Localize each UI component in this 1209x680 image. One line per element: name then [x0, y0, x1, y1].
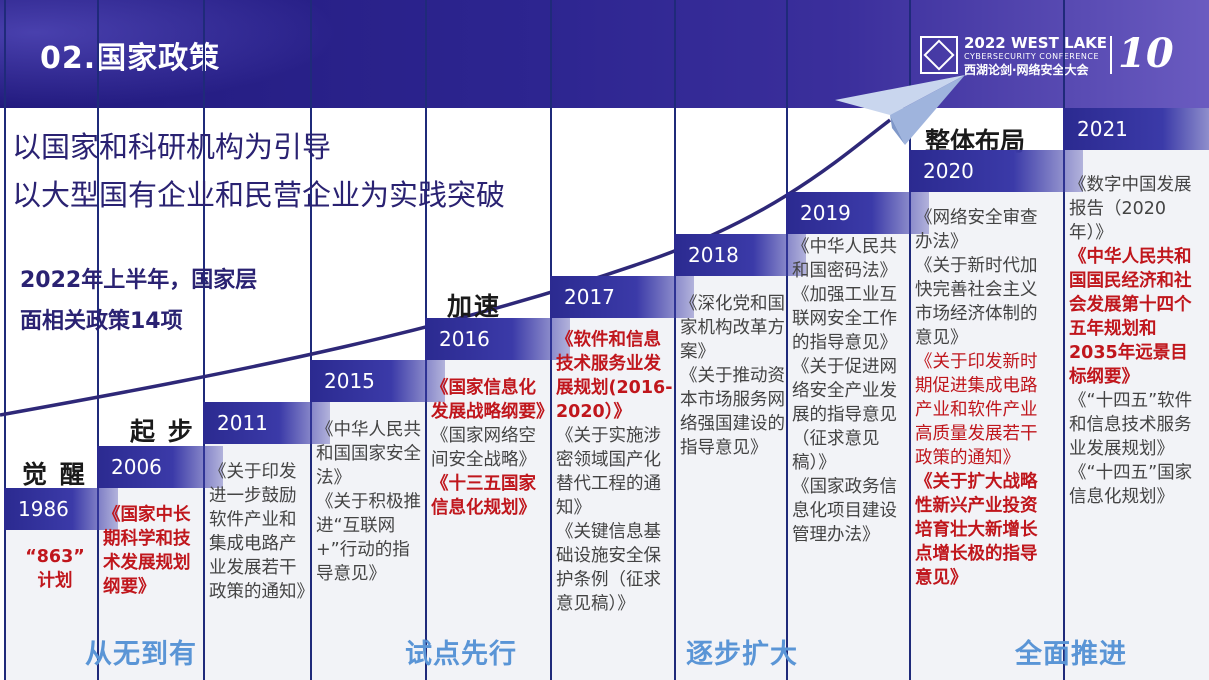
header-banner: 02.国家政策 2022 WEST LAKE CYBERSECURITY CON…: [0, 0, 1209, 108]
column-background: [911, 150, 1063, 680]
policy-item: 《关于促进网络安全产业发展的指导意见（征求意见稿）》: [792, 357, 897, 473]
timeline-column: [1063, 0, 1209, 680]
page-title: 02.国家政策: [40, 41, 221, 76]
policy-item: “863” 计划: [25, 547, 85, 591]
policy-item: 《数字中国发展报告（2020年）》: [1069, 175, 1192, 243]
year-label: 2006: [97, 446, 223, 488]
headline-1: 以国家和科研机构为引导: [12, 130, 332, 164]
timeline-column: [674, 0, 786, 680]
policy-item: 《中华人民共和国国民经济和社会发展第十四个五年规划和2035年远景目标纲要》: [1069, 247, 1192, 387]
logo-separator: [1110, 36, 1112, 74]
policy-list: 《中华人民共和国国家安全法》 《关于积极推进“互联网+”行动的指导意见》: [316, 418, 424, 586]
stage-accelerate: 加速: [447, 292, 502, 321]
policy-item: 《关于推动资本市场服务网络强国建设的指导意见》: [680, 366, 785, 458]
year-label: 2021: [1063, 108, 1209, 150]
conference-emblem-icon: [920, 36, 958, 74]
column-background: [676, 234, 786, 680]
policy-note-line-2: 面相关政策14项: [20, 309, 183, 334]
policy-item: 《国家中长期科学和技术发展规划纲要》: [103, 505, 191, 597]
timeline-column: [550, 0, 674, 680]
conference-logo: 2022 WEST LAKE CYBERSECURITY CONFERENCE …: [920, 30, 1200, 80]
policy-item: 《关于印发新时期促进集成电路产业和软件产业高质量发展若干政策的通知》: [915, 352, 1038, 468]
year-label: 1986: [4, 488, 118, 530]
policy-item: 《网络安全审查办法》: [915, 208, 1038, 252]
policy-list: 《国家中长期科学和技术发展规划纲要》: [103, 503, 203, 599]
headline-2: 以大型国有企业和民营企业为实践突破: [12, 178, 506, 212]
column-background: [312, 360, 425, 680]
stage-start: 起 步: [130, 417, 195, 446]
policy-item: 《“十四五”国家信息化规划》: [1069, 463, 1193, 507]
year-label: 2017: [550, 276, 694, 318]
policy-item: 《中华人民共和国国家安全法》: [316, 420, 421, 488]
policy-list: 《深化党和国家机构改革方案》 《关于推动资本市场服务网络强国建设的指导意见》: [680, 292, 786, 460]
timeline-column: [310, 0, 425, 680]
year-label: 2015: [310, 360, 445, 402]
policy-item: 《关于新时代加快完善社会主义市场经济体制的意见》: [915, 256, 1038, 348]
policy-item: 《国家网络空间安全战略》: [431, 426, 536, 470]
phase-label: 全面推进: [1015, 639, 1127, 670]
timeline-column: [909, 0, 1063, 680]
column-background: [788, 192, 909, 680]
policy-item: 《软件和信息技术服务业发展规划(2016-2020）》: [556, 330, 673, 422]
phase-label: 试点先行: [405, 639, 517, 670]
stage-awaken: 觉 醒: [22, 460, 87, 489]
policy-list: 《网络安全审查办法》 《关于新时代加快完善社会主义市场经济体制的意见》 《关于印发新…: [915, 206, 1051, 590]
policy-item: 《中华人民共和国密码法》: [792, 237, 897, 281]
policy-item: 《关于扩大战略性新兴产业投资培育壮大新增长点增长极的指导意见》: [915, 472, 1038, 588]
policy-list: 《中华人民共和国密码法》 《加强工业互联网安全工作的指导意见》 《关于促进网络安全产…: [792, 235, 902, 547]
policy-item: 《关于印发进一步鼓励软件产业和集成电路产业发展若干政策的通知》: [209, 462, 314, 602]
logo-line-3: 西湖论剑·网络安全大会: [964, 63, 1089, 77]
logo-line-2: CYBERSECURITY CONFERENCE: [964, 52, 1100, 61]
policy-item: 《十三五国家信息化规划》: [431, 474, 536, 518]
year-label: 2020: [909, 150, 1083, 192]
policy-list: “863” 计划: [10, 545, 100, 593]
year-label: 2019: [786, 192, 929, 234]
timeline-column: [786, 0, 909, 680]
column-background: [427, 318, 550, 680]
year-label: 2011: [203, 402, 330, 444]
column-background: [552, 276, 674, 680]
policy-item: 《关键信息基础设施安全保护条例（征求意见稿）》: [556, 522, 661, 614]
policy-note-line-1: 2022年上半年，国家层: [20, 268, 258, 293]
phase-label: 从无到有: [85, 639, 197, 670]
header-glow: [0, 0, 340, 108]
phase-label: 逐步扩大: [686, 639, 798, 670]
policy-item: 《关于积极推进“互联网+”行动的指导意见》: [316, 492, 421, 584]
policy-item: 《关于实施涉密领域国产化替代工程的通知》: [556, 426, 661, 518]
policy-list: 《软件和信息技术服务业发展规划(2016-2020）》 《关于实施涉密领域国产化替…: [556, 328, 674, 616]
year-label: 2018: [674, 234, 806, 276]
logo-line-1: 2022 WEST LAKE: [964, 34, 1108, 52]
policy-item: 《加强工业互联网安全工作的指导意见》: [792, 285, 897, 353]
policy-list: 《关于印发进一步鼓励软件产业和集成电路产业发展若干政策的通知》: [209, 460, 314, 604]
column-background: [1065, 108, 1209, 680]
policy-item: 《“十四五”软件和信息技术服务业发展规划》: [1069, 391, 1193, 459]
policy-item: 《国家政务信息化项目建设管理办法》: [792, 477, 897, 545]
policy-item: 《国家信息化发展战略纲要》: [431, 378, 554, 422]
paper-plane-icon: [835, 75, 965, 145]
policy-list: 《国家信息化发展战略纲要》 《国家网络空间安全战略》 《十三五国家信息化规划》: [431, 376, 554, 520]
logo-badge: 10: [1118, 30, 1174, 77]
year-label: 2016: [425, 318, 570, 360]
policy-item: 《深化党和国家机构改革方案》: [680, 294, 785, 362]
policy-list: 《数字中国发展报告（2020年）》 《中华人民共和国国民经济和社会发展第十四个五年…: [1069, 173, 1201, 509]
